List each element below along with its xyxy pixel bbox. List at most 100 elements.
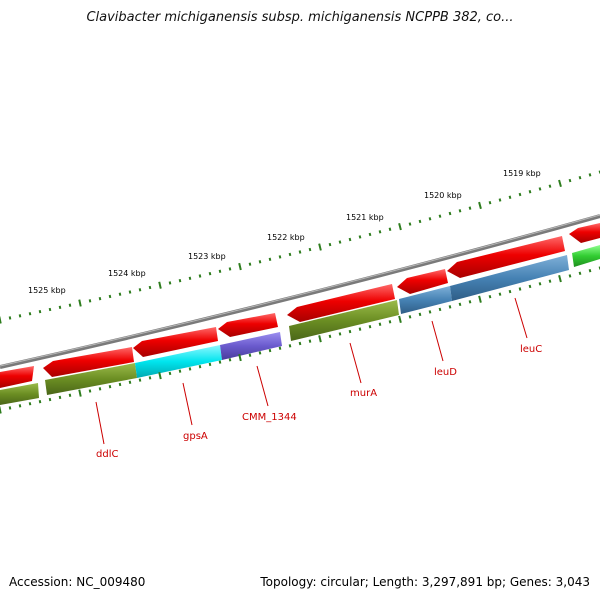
inner-tick-mark bbox=[348, 329, 352, 334]
inner-tick-mark bbox=[138, 378, 142, 382]
inner-tick-mark bbox=[148, 376, 152, 380]
inner-tick-mark bbox=[548, 279, 552, 283]
gene-label-murA[interactable]: murA bbox=[350, 388, 377, 399]
outer-tick-mark bbox=[418, 219, 422, 224]
inner-tick-mark bbox=[368, 324, 372, 329]
inner-tick-mark bbox=[238, 353, 242, 362]
outer-tick-mark bbox=[68, 303, 72, 307]
outer-tick-mark bbox=[48, 307, 52, 312]
backbone-highlight bbox=[0, 214, 600, 367]
inner-tick-mark bbox=[228, 358, 232, 362]
gene-arrow[interactable] bbox=[447, 236, 565, 278]
scale-labels: 1525 kbp 1524 kbp 1523 kbp 1522 kbp 1521… bbox=[28, 169, 541, 295]
leader-line-leuC bbox=[514, 297, 528, 339]
inner-tick-mark bbox=[258, 351, 262, 355]
gene-arrow[interactable] bbox=[287, 284, 395, 322]
outer-tick-mark bbox=[588, 173, 592, 177]
outer-tick-mark bbox=[538, 187, 542, 191]
outer-tick-mark bbox=[508, 195, 512, 199]
gene-label-leuD[interactable]: leuD bbox=[434, 367, 457, 378]
inner-tick-mark bbox=[458, 302, 462, 307]
gene-label-leuC[interactable]: leuC bbox=[520, 344, 542, 355]
inner-tick-mark bbox=[218, 360, 222, 364]
inner-tick-mark bbox=[418, 312, 422, 317]
gene-bar-leuD[interactable] bbox=[399, 286, 452, 314]
inner-tick-mark bbox=[538, 282, 542, 286]
inner-tick-mark bbox=[78, 389, 82, 397]
inner-tick-mark bbox=[88, 389, 92, 393]
gene-arrow[interactable] bbox=[397, 269, 448, 294]
inner-tick-mark bbox=[308, 339, 312, 343]
gene-bar[interactable] bbox=[572, 245, 600, 267]
gene-labels: ddlC gpsA CMM_1344 murA leuD leuC bbox=[95, 297, 542, 460]
inner-tick-mark bbox=[298, 341, 302, 346]
leader-line-murA bbox=[349, 342, 362, 384]
gene-bar-murA[interactable] bbox=[289, 300, 399, 341]
inner-tick-mark bbox=[158, 372, 162, 380]
inner-tick-mark bbox=[468, 300, 472, 304]
inner-tick-mark bbox=[448, 305, 452, 309]
scale-label-1522: 1522 kbp bbox=[267, 233, 305, 242]
inner-tick-mark bbox=[388, 320, 392, 324]
inner-tick-mark bbox=[288, 344, 292, 348]
outer-tick-mark bbox=[488, 201, 492, 205]
outer-tick-mark bbox=[388, 227, 392, 231]
inner-tick-mark bbox=[488, 295, 492, 299]
gene-arrow[interactable] bbox=[569, 223, 600, 243]
inner-tick-ring bbox=[0, 266, 600, 414]
backbone-line bbox=[0, 214, 600, 369]
outer-tick-mark bbox=[398, 223, 402, 231]
leader-line-gpsA bbox=[182, 382, 193, 426]
outer-tick-mark bbox=[148, 285, 152, 290]
gene-label-CMM_1344[interactable]: CMM_1344 bbox=[242, 412, 297, 423]
outer-tick-mark bbox=[438, 214, 442, 218]
gene-arrow[interactable] bbox=[218, 313, 278, 337]
outer-tick-mark bbox=[88, 299, 92, 303]
inner-tick-mark bbox=[0, 406, 2, 414]
gene-label-ddlC[interactable]: ddlC bbox=[96, 449, 118, 460]
forward-strand-genes bbox=[0, 245, 600, 405]
gene-arrow[interactable] bbox=[133, 327, 218, 357]
leader-line-ddlC bbox=[95, 401, 105, 445]
gene-bar-leuC[interactable] bbox=[450, 255, 569, 301]
outer-tick-mark bbox=[338, 240, 342, 244]
outer-tick-mark bbox=[358, 235, 362, 239]
inner-tick-mark bbox=[588, 268, 592, 273]
outer-tick-ring bbox=[0, 170, 600, 324]
outer-tick-mark bbox=[548, 184, 552, 188]
outer-tick-mark bbox=[138, 288, 142, 292]
gene-arrow[interactable] bbox=[0, 366, 34, 388]
inner-tick-mark bbox=[198, 364, 202, 369]
outer-tick-mark bbox=[568, 178, 572, 183]
inner-tick-mark bbox=[358, 327, 362, 331]
inner-tick-mark bbox=[28, 402, 32, 406]
inner-tick-mark bbox=[58, 395, 62, 400]
gene-bar-gpsA[interactable] bbox=[135, 345, 222, 378]
outer-tick-mark bbox=[228, 267, 232, 271]
gene-bar-CMM_1344[interactable] bbox=[220, 332, 282, 360]
accession-text: Accession: NC_009480 bbox=[9, 575, 146, 589]
inner-tick-mark bbox=[178, 369, 182, 373]
outer-tick-mark bbox=[0, 316, 2, 324]
outer-tick-mark bbox=[108, 294, 112, 299]
scale-label-1520: 1520 kbp bbox=[424, 191, 462, 200]
genome-summary-text: Topology: circular; Length: 3,297,891 bp… bbox=[260, 575, 590, 589]
inner-tick-mark bbox=[278, 346, 282, 350]
inner-tick-mark bbox=[568, 274, 572, 278]
inner-tick-mark bbox=[498, 292, 502, 296]
inner-tick-mark bbox=[188, 367, 192, 371]
outer-tick-mark bbox=[458, 209, 462, 213]
outer-tick-mark bbox=[498, 198, 502, 202]
outer-tick-mark bbox=[198, 274, 202, 278]
gene-label-gpsA[interactable]: gpsA bbox=[183, 431, 208, 442]
gene-bar[interactable] bbox=[0, 383, 39, 405]
inner-tick-mark bbox=[118, 382, 122, 387]
inner-tick-mark bbox=[578, 271, 582, 276]
gene-bar-ddlC[interactable] bbox=[45, 363, 137, 395]
outer-tick-mark bbox=[258, 260, 262, 264]
outer-tick-mark bbox=[58, 305, 62, 310]
outer-tick-mark bbox=[368, 232, 372, 237]
outer-tick-mark bbox=[528, 190, 532, 194]
gene-arrow[interactable] bbox=[43, 347, 134, 377]
